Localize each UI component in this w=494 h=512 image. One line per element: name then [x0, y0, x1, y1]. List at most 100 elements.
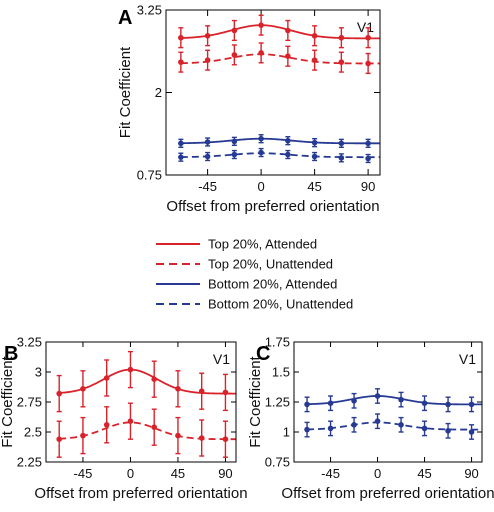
data-point [311, 57, 318, 63]
data-point [231, 27, 238, 34]
fit-curve-series-0 [59, 368, 236, 395]
data-point [222, 389, 229, 396]
panel-letter: B [4, 343, 18, 365]
data-point [398, 396, 404, 403]
y-tick-label: 0.75 [137, 168, 162, 183]
data-point [365, 155, 371, 162]
data-point [175, 432, 181, 439]
data-point [151, 424, 157, 431]
data-point [258, 135, 264, 142]
data-point [258, 50, 264, 56]
panel-letter: A [118, 7, 132, 29]
data-point [231, 138, 238, 145]
legend-label: Bottom 20%, Unattended [208, 297, 353, 312]
x-axis-label: Offset from preferred orientation [281, 485, 494, 502]
y-tick-label: 2 [155, 85, 162, 100]
data-point [178, 34, 184, 41]
data-point [374, 393, 381, 399]
data-point [204, 153, 211, 160]
data-point [338, 59, 345, 65]
y-tick-label: 1.5 [272, 365, 290, 380]
y-tick-label: 0.75 [265, 455, 290, 470]
data-point [338, 34, 345, 41]
data-point [56, 390, 62, 397]
data-point [127, 418, 134, 425]
data-point [258, 149, 264, 156]
fit-curve-series-1 [59, 421, 236, 441]
legend: Top 20%, Attended Top 20%, Unattended Bott… [156, 237, 353, 312]
y-tick-label: 3.25 [17, 335, 42, 350]
data-point [365, 60, 371, 67]
y-tick-label: 2.75 [17, 395, 42, 410]
x-tick-label: 45 [417, 466, 431, 481]
data-point [421, 400, 428, 407]
data-point [198, 435, 205, 441]
x-tick-label: 0 [257, 179, 264, 194]
x-tick-label: 0 [374, 466, 381, 481]
x-tick-label: -45 [198, 179, 217, 194]
plot-frame [165, 9, 381, 176]
data-point [56, 436, 62, 443]
legend-label: Top 20%, Attended [208, 237, 317, 252]
data-point [222, 436, 229, 443]
y-axis-label: Fit Coefficient [117, 46, 134, 138]
data-point [175, 386, 181, 392]
data-point [258, 22, 264, 28]
data-point [445, 401, 451, 408]
y-tick-label: 3.25 [137, 3, 162, 18]
x-tick-label: -45 [74, 466, 93, 481]
data-point [338, 155, 345, 161]
data-point [365, 140, 371, 147]
fit-curve-series-1 [180, 53, 380, 65]
data-point [365, 34, 371, 41]
y-tick-label: 3 [35, 365, 42, 380]
data-point [127, 366, 134, 373]
data-point [311, 153, 318, 160]
data-point [304, 426, 310, 433]
data-point [178, 140, 184, 147]
data-point [103, 375, 110, 381]
panel-a: A -45 0 45 90 0.75 2 3.25 Offset from preferred … [117, 3, 381, 215]
fit-curve-series-3 [180, 152, 380, 159]
fit-curve-series-0 [180, 24, 380, 40]
fit-curve-series-2 [180, 137, 380, 145]
y-tick-label: 1.75 [265, 335, 290, 350]
x-tick-label: 45 [171, 466, 185, 481]
x-tick-label: -45 [321, 466, 340, 481]
data-point [304, 401, 310, 408]
data-point [285, 27, 291, 34]
data-point [285, 137, 291, 144]
data-point [327, 425, 334, 432]
data-point [398, 422, 404, 428]
y-tick-label: 1 [283, 425, 290, 440]
data-point [151, 376, 157, 383]
data-point [351, 422, 357, 428]
y-tick-label: 1.25 [265, 395, 290, 410]
region-annotation: V1 [459, 351, 476, 367]
data-point [231, 52, 238, 58]
fit-curve-series-0 [307, 395, 482, 406]
y-tick-label: 2.5 [24, 425, 42, 440]
fit-curve-series-1 [307, 421, 482, 431]
y-axis-label: Fit Coefficient [0, 355, 16, 447]
data-point [285, 53, 291, 59]
data-point [103, 422, 110, 428]
data-point [468, 429, 475, 435]
panel-c: C -45 0 45 90 0.75 1 1.25 1.5 1.75 Offset from pre… [247, 335, 494, 503]
data-point [338, 140, 345, 147]
data-point [178, 59, 184, 65]
region-annotation: V1 [357, 19, 374, 35]
x-tick-label: 90 [464, 466, 478, 481]
x-tick-label: 90 [218, 466, 232, 481]
data-point [204, 57, 211, 63]
data-point [80, 432, 86, 439]
data-point [311, 32, 318, 39]
legend-label: Top 20%, Unattended [208, 257, 333, 272]
y-tick-label: 2.25 [17, 455, 42, 470]
data-point [285, 151, 291, 158]
data-point [351, 398, 357, 404]
x-tick-label: 0 [127, 466, 134, 481]
data-point [311, 139, 318, 146]
x-axis-label: Offset from preferred orientation [34, 485, 247, 502]
